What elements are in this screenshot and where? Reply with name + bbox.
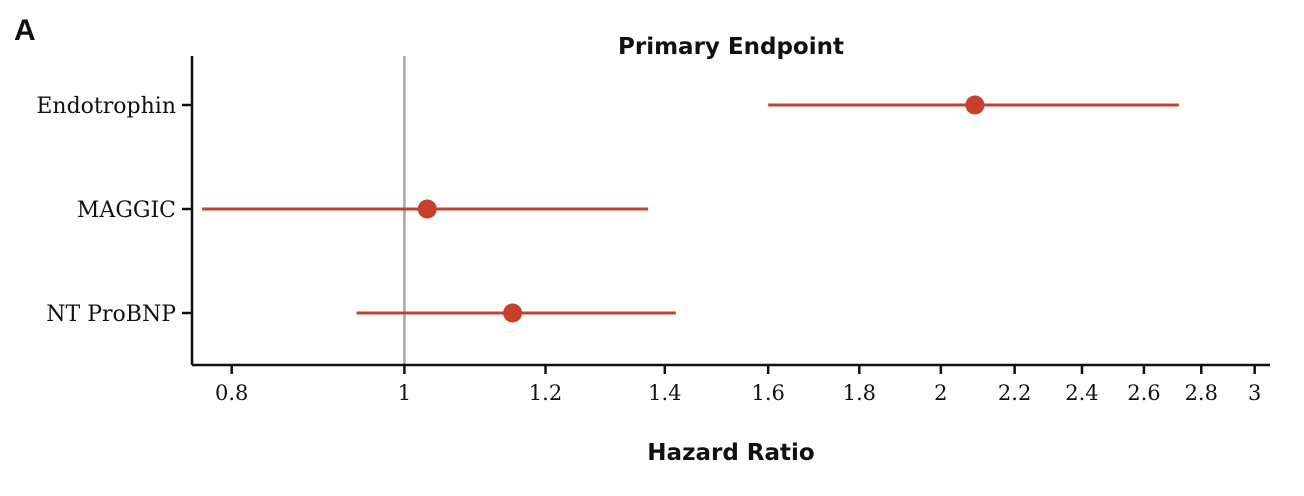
row-label: Endotrophin	[36, 94, 176, 119]
x-tick-label: 0.8	[215, 381, 248, 405]
x-tick-label: 2.2	[998, 381, 1031, 405]
x-tick-label: 2.8	[1185, 381, 1218, 405]
panel-letter: A	[14, 14, 36, 47]
x-tick-label: 2	[934, 381, 947, 405]
x-ticks: 0.8 1 1.2 1.4 1.6 1.8 2 2.2 2.4 2.6 2.8 3	[215, 365, 1261, 405]
x-tick-label: 1.6	[751, 381, 784, 405]
hazard-ratio-point	[965, 95, 985, 115]
x-tick-label: 1.8	[843, 381, 876, 405]
hazard-ratio-point	[417, 199, 437, 219]
x-tick-label: 1.2	[529, 381, 562, 405]
x-tick-label: 3	[1248, 381, 1261, 405]
hazard-ratio-point	[503, 303, 523, 323]
row-label: MAGGIC	[77, 198, 176, 223]
x-tick-label: 1	[398, 381, 411, 405]
x-tick-label: 2.6	[1127, 381, 1160, 405]
x-tick-label: 2.4	[1065, 381, 1098, 405]
forest-rows: Endotrophin MAGGIC NT ProBNP	[36, 94, 1179, 327]
row-label: NT ProBNP	[46, 302, 176, 327]
x-axis-label: Hazard Ratio	[647, 440, 814, 466]
x-tick-label: 1.4	[648, 381, 681, 405]
chart-title: Primary Endpoint	[618, 34, 844, 60]
